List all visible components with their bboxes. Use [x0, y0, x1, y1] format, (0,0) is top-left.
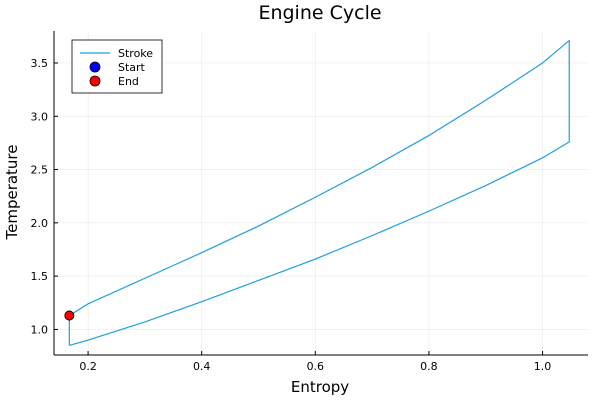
y-tick-label: 1.5	[31, 270, 49, 283]
y-tick-label: 3.5	[31, 57, 49, 70]
y-axis-title: Temperature	[3, 144, 21, 240]
y-tick-label: 2.5	[31, 164, 49, 177]
legend-swatch-end	[89, 75, 101, 87]
y-tick-label: 3.0	[31, 110, 49, 123]
legend-label-start: Start	[118, 61, 146, 74]
legend-label-end: End	[118, 75, 139, 88]
axes-layer: 0.2 0.4 0.6 0.8 1.0 1.0 1.5 2.0 2.5 3.0 3.5	[31, 31, 588, 373]
series-layer	[64, 39, 570, 346]
x-axis-title: Entropy	[291, 378, 349, 396]
legend-label-stroke: Stroke	[118, 47, 153, 60]
x-tick-label: 1.0	[534, 360, 552, 373]
point-end	[64, 310, 75, 321]
series-line-stroke	[68, 39, 570, 346]
grid-layer	[54, 31, 588, 355]
legend-box	[71, 39, 163, 94]
x-tick-label: 0.6	[307, 360, 325, 373]
x-tick-label: 0.4	[193, 360, 211, 373]
y-tick-label: 2.0	[31, 217, 49, 230]
y-tick-label: 1.0	[31, 323, 49, 336]
legend-swatch-start	[89, 61, 101, 73]
x-tick-label: 0.8	[420, 360, 438, 373]
x-tick-label: 0.2	[79, 360, 97, 373]
chart-title: Engine Cycle	[258, 2, 381, 24]
